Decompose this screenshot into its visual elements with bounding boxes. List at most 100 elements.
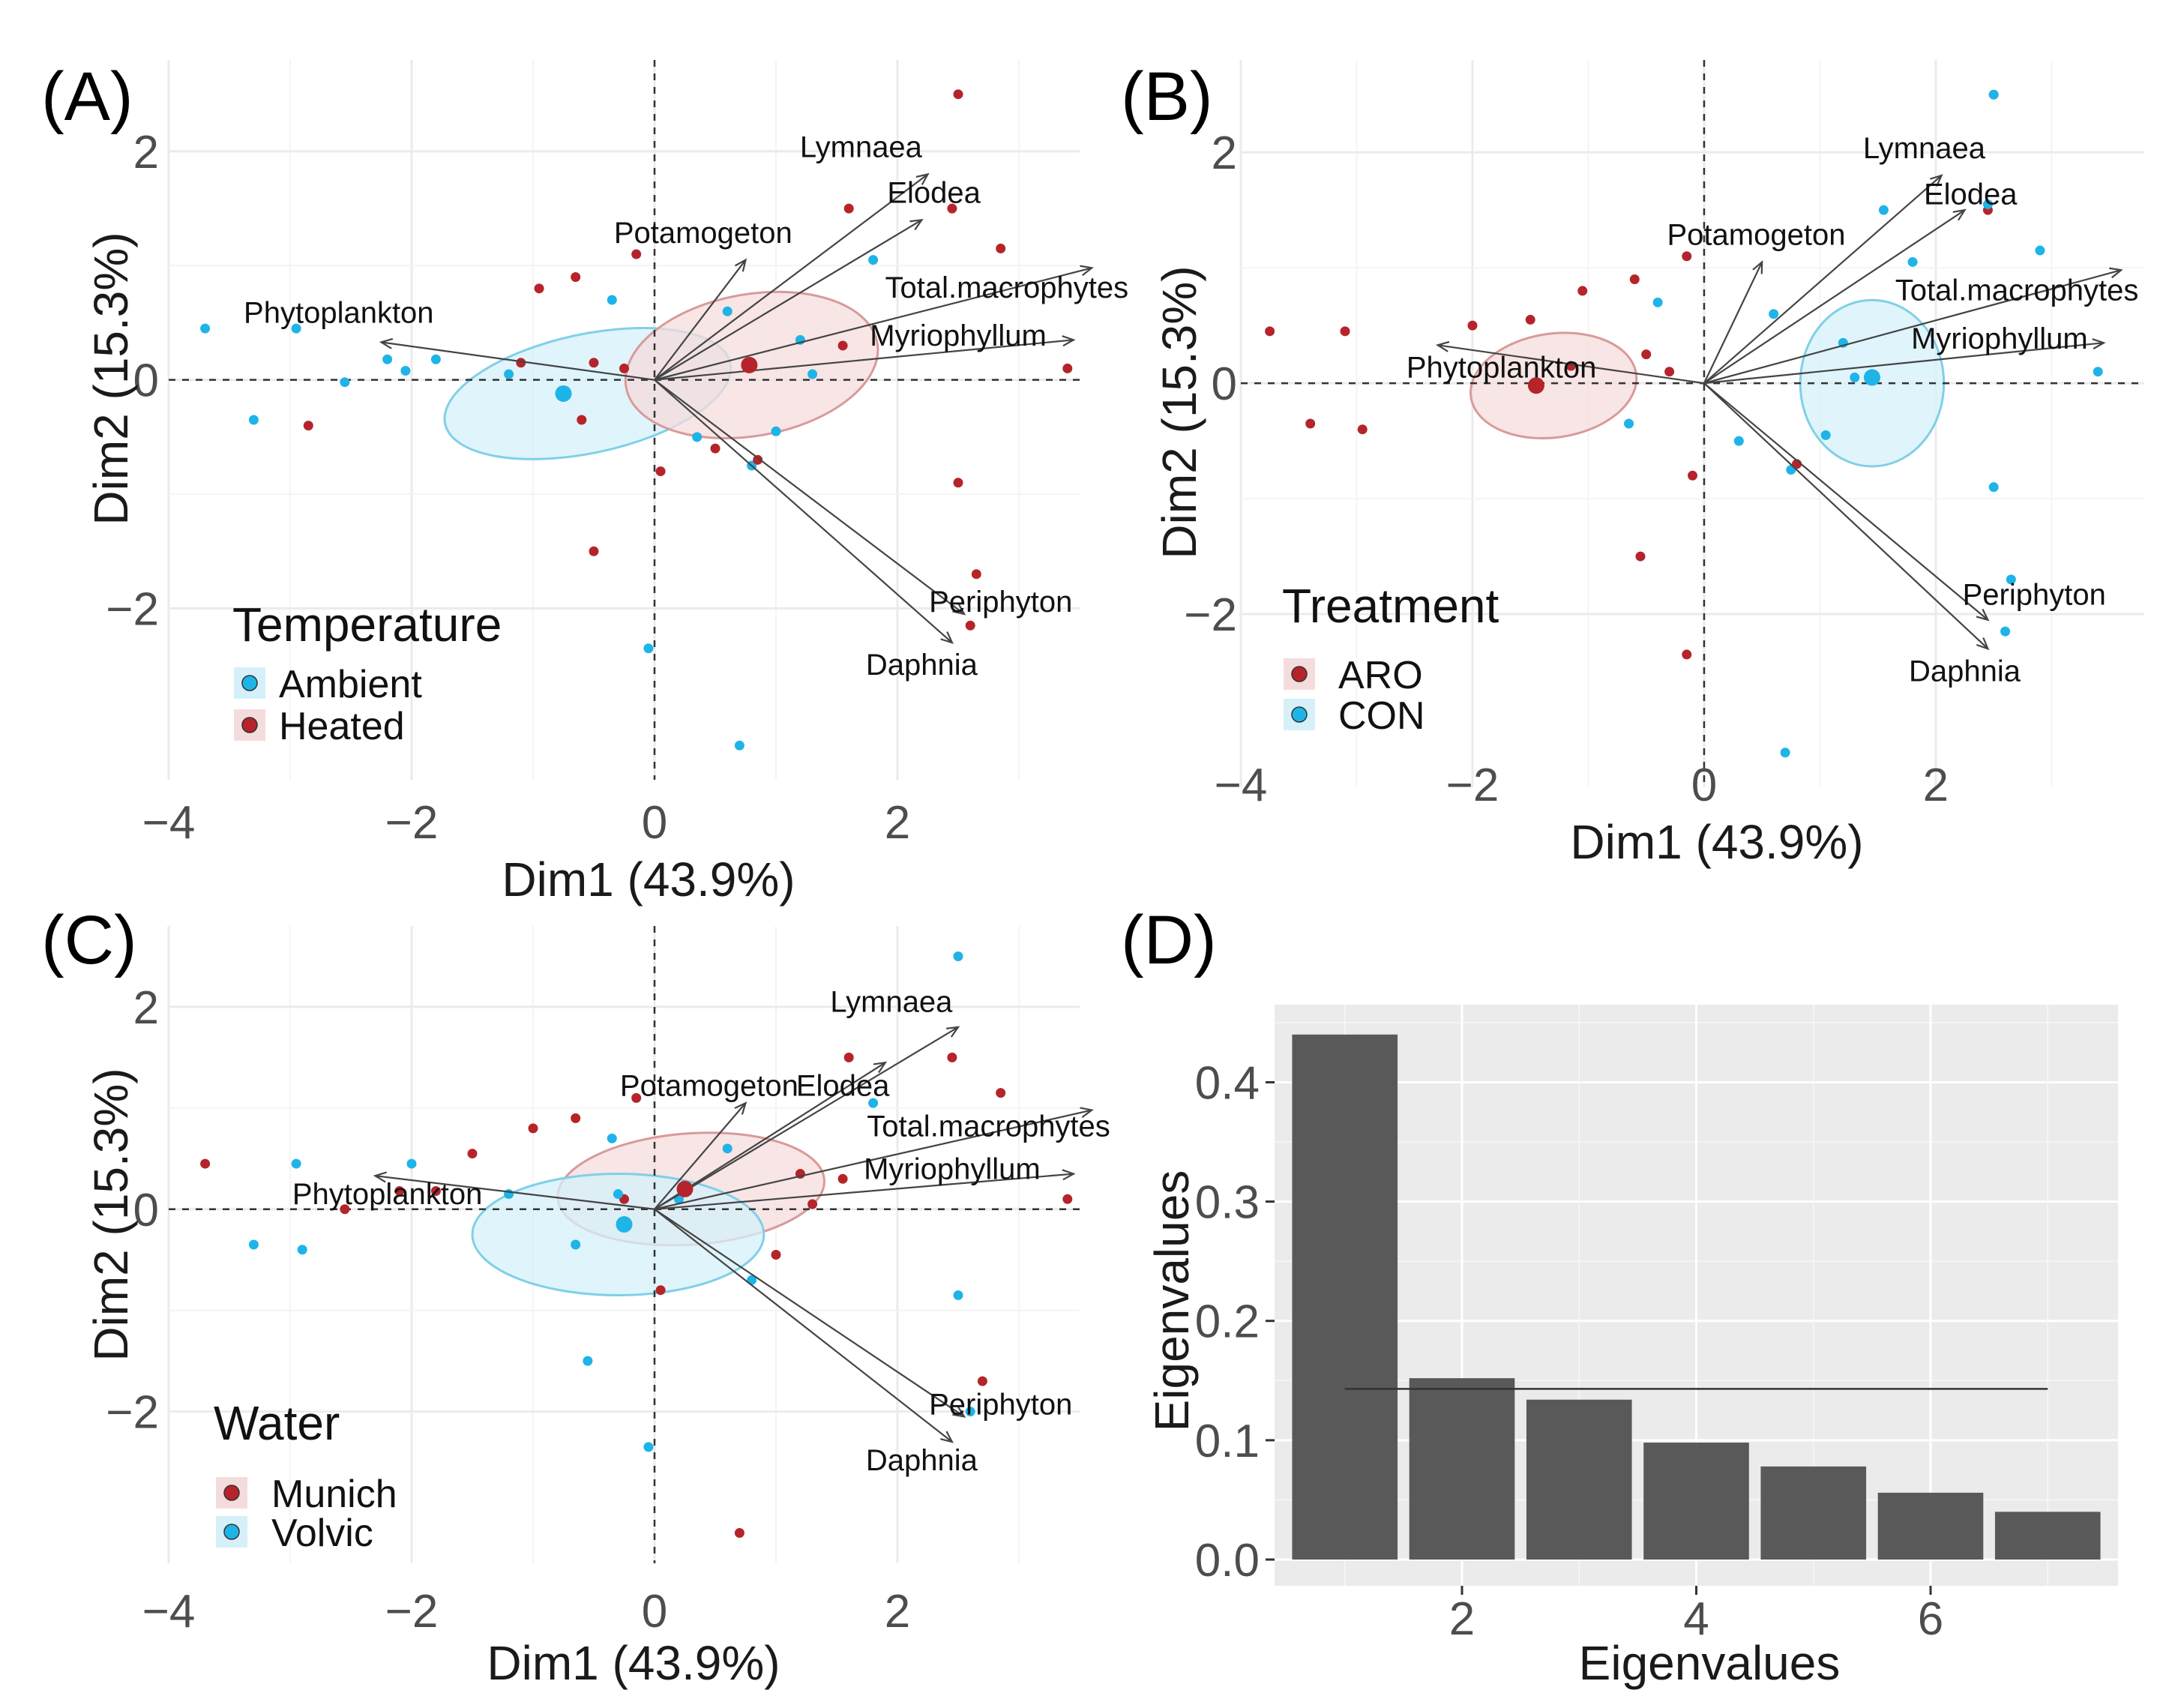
arrowhead — [1952, 208, 1967, 221]
data-point-con — [1652, 297, 1663, 307]
data-point-heated — [843, 203, 854, 214]
variable-label-periphyton: Periphyton — [1963, 579, 2106, 612]
y-tick-label: −2 — [1184, 589, 1237, 641]
data-point-heated — [589, 358, 599, 368]
data-point-aro — [1688, 470, 1697, 481]
data-point-volvic — [607, 1133, 617, 1143]
x-tick-label: −2 — [385, 797, 439, 849]
data-point-heated — [953, 89, 963, 100]
data-point-aro — [1357, 424, 1368, 435]
arrowhead — [1062, 335, 1076, 347]
loading-arrow-lymnaea — [1703, 175, 1943, 384]
arrowhead — [1930, 174, 1943, 187]
panel-c-legend-item-munich: Munich — [271, 1473, 397, 1516]
y-tick-label: 2 — [1212, 127, 1237, 179]
data-point-heated — [1062, 363, 1073, 373]
eigenvalue-bar-7 — [1994, 1512, 2101, 1560]
loading-arrow-periphyton — [1703, 382, 1989, 621]
variable-label-periphyton: Periphyton — [929, 1389, 1072, 1422]
arrowhead — [945, 1026, 960, 1038]
y-tick-label: −2 — [106, 1387, 159, 1439]
data-point-con — [1624, 418, 1634, 429]
panel-c-legend-item-volvic: Volvic — [271, 1512, 373, 1555]
data-point-munich — [977, 1376, 987, 1386]
data-point-volvic — [953, 1290, 963, 1300]
data-point-munich — [837, 1173, 848, 1184]
x-tick-label: −2 — [1446, 760, 1499, 811]
eigenvalue-bar-4 — [1643, 1443, 1749, 1560]
panel-b-legend-title: Treatment — [1282, 579, 1499, 633]
arrowhead — [1062, 1169, 1076, 1181]
data-point-aro — [1577, 286, 1588, 296]
data-point-munich — [631, 1092, 642, 1103]
data-point-ambient — [504, 369, 514, 379]
data-point-con — [1988, 482, 1999, 493]
x-tick-label: −4 — [142, 797, 196, 849]
data-point-heated — [631, 249, 642, 259]
eigenvalue-bar-1 — [1292, 1034, 1398, 1560]
data-point-aro — [1641, 349, 1652, 360]
data-point-ambient — [430, 354, 441, 364]
data-point-munich — [430, 1185, 441, 1196]
variable-label-lymnaea: Lymnaea — [1863, 132, 1986, 165]
variable-label-myriophyllum: Myriophyllum — [870, 319, 1047, 352]
data-point-ambient — [200, 323, 211, 334]
data-point-aro — [1682, 649, 1692, 660]
loading-arrow-elodea — [654, 219, 922, 381]
data-point-ambient — [248, 415, 259, 425]
data-point-heated — [947, 203, 957, 214]
arrowhead — [2109, 267, 2123, 279]
data-point-con — [2000, 626, 2011, 637]
group-centroid-ambient — [555, 385, 572, 402]
loading-arrow-total.macrophytes — [654, 1109, 1092, 1210]
eigenvalue-bar-5 — [1760, 1466, 1867, 1560]
group-centroid-con — [1863, 369, 1880, 386]
panel-b-y-axis-title: Dim2 (15.3%) — [1152, 265, 1206, 559]
panel-b-legend-item-aro: ARO — [1338, 654, 1423, 697]
panel-d-y-axis-title: Eigenvalues — [1145, 1170, 1199, 1432]
data-point-ambient — [722, 306, 732, 316]
x-tick-label: 2 — [885, 797, 910, 849]
loading-arrow-myriophyllum — [654, 339, 1074, 381]
arrowhead — [873, 1061, 888, 1074]
variable-label-daphnia: Daphnia — [1909, 655, 2021, 688]
data-point-volvic — [868, 1098, 879, 1108]
data-point-munich — [200, 1158, 211, 1169]
data-point-ambient — [692, 432, 703, 442]
y-tick-label: 0.2 — [1195, 1296, 1260, 1348]
confidence-ellipse-volvic — [471, 1173, 765, 1296]
data-point-volvic — [297, 1245, 307, 1255]
data-point-heated — [837, 340, 848, 351]
data-point-munich — [467, 1149, 478, 1159]
loading-arrow-daphnia — [1703, 382, 1989, 650]
loading-arrow-phytoplankton — [381, 341, 655, 381]
arrowhead — [940, 1431, 954, 1443]
y-tick-label: 0.1 — [1195, 1416, 1260, 1467]
data-point-aro — [1525, 314, 1535, 325]
data-point-heated — [996, 243, 1006, 253]
data-point-aro — [1265, 326, 1275, 337]
variable-label-myriophyllum: Myriophyllum — [864, 1152, 1041, 1185]
x-tick-label: 0 — [1691, 760, 1717, 811]
y-tick-label: 0.4 — [1195, 1057, 1260, 1109]
eigenvalue-bar-2 — [1409, 1378, 1515, 1560]
x-tick-label: 0 — [642, 1586, 667, 1638]
variable-label-phytoplankton: Phytoplankton — [1407, 351, 1597, 384]
variable-label-phytoplankton: Phytoplankton — [292, 1178, 483, 1211]
data-point-con — [2006, 574, 2016, 585]
arrowhead — [373, 1171, 388, 1183]
legend-key-dot — [223, 1524, 240, 1540]
data-point-munich — [996, 1088, 1006, 1098]
arrowhead — [1976, 637, 1990, 651]
x-tick-label: 2 — [1923, 760, 1949, 811]
panel-a-y-axis-title: Dim2 (15.3%) — [84, 232, 138, 525]
variable-label-elodea: Elodea — [887, 176, 981, 209]
panel-c-y-axis-title: Dim2 (15.3%) — [84, 1068, 138, 1361]
data-point-munich — [771, 1249, 781, 1260]
loading-arrow-myriophyllum — [654, 1173, 1074, 1210]
data-point-volvic — [643, 1442, 654, 1452]
variable-label-potamogeton: Potamogeton — [614, 217, 792, 250]
variable-label-lymnaea: Lymnaea — [800, 131, 923, 164]
panel-b-legend-item-con: CON — [1338, 694, 1425, 738]
panel-c-x-axis-title: Dim1 (43.9%) — [487, 1636, 780, 1690]
